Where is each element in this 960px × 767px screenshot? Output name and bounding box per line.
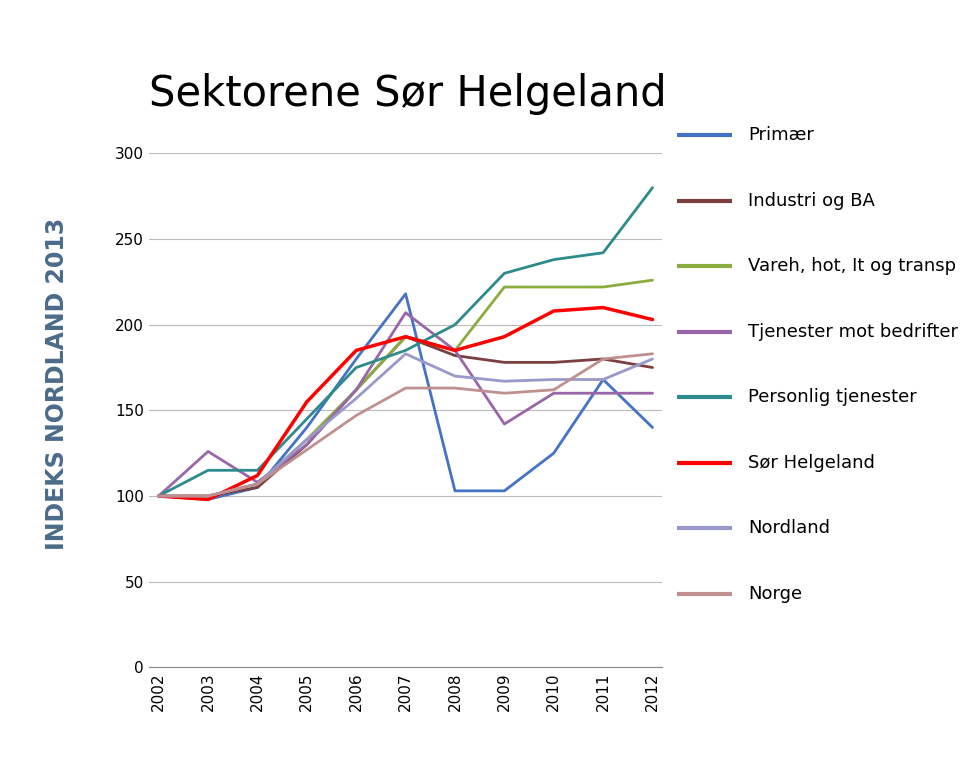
Text: Personlig tjenester: Personlig tjenester [748, 388, 917, 406]
Text: Vareh, hot, It og transp: Vareh, hot, It og transp [748, 257, 956, 275]
Text: Nordland: Nordland [748, 519, 830, 537]
Text: Tjenester mot bedrifter: Tjenester mot bedrifter [748, 323, 958, 341]
Text: Norge: Norge [748, 584, 802, 603]
Text: Sektorene Sør Helgeland: Sektorene Sør Helgeland [149, 73, 666, 115]
Text: Sør Helgeland: Sør Helgeland [748, 453, 875, 472]
Text: INDEKS NORDLAND 2013: INDEKS NORDLAND 2013 [44, 217, 69, 550]
Text: Industri og BA: Industri og BA [748, 192, 875, 209]
Text: Primær: Primær [748, 126, 814, 144]
